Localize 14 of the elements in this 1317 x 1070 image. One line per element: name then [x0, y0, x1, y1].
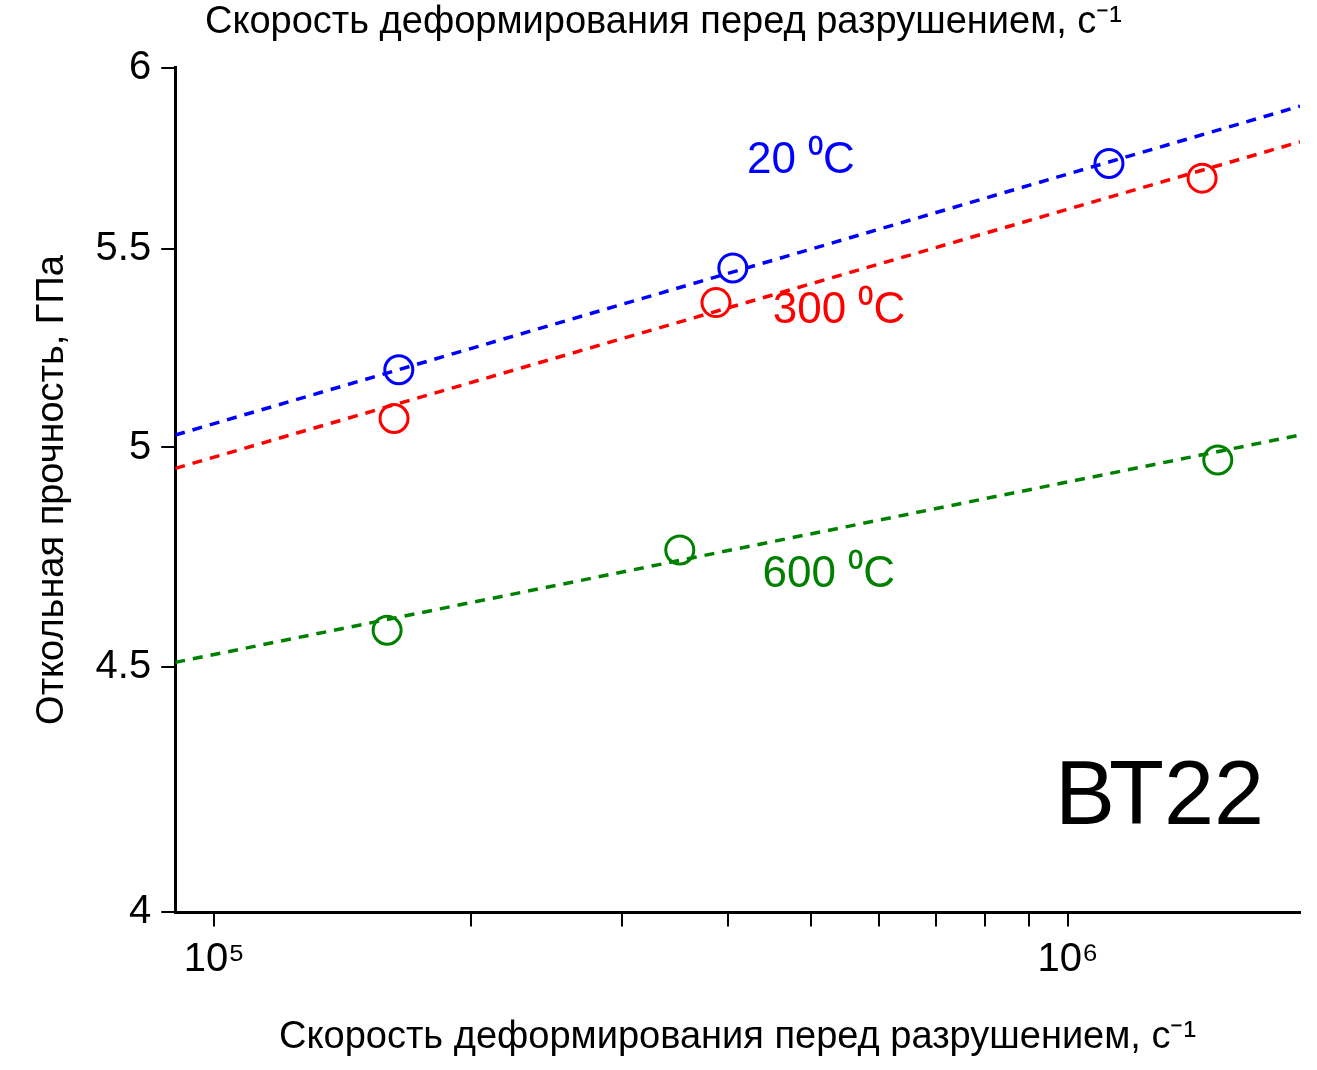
chart-title: Скорость деформирования перед разрушением, с⁻¹ [204, 0, 1123, 42]
y-tick-label: 5 [128, 422, 152, 467]
y-axis-title: Откольная прочность, ГПа [29, 254, 72, 725]
annotation: ВТ22 [1054, 743, 1264, 844]
y-tick-label: 4 [128, 887, 152, 932]
series-label: 20 ⁰C [746, 132, 855, 182]
y-tick-label: 6 [128, 42, 152, 87]
x-tick-label: 10⁵ [183, 935, 245, 980]
y-tick-label: 5.5 [95, 223, 152, 268]
y-tick-label: 4.5 [95, 642, 152, 687]
series-label: 600 ⁰C [762, 547, 895, 597]
x-axis-title: Скорость деформирования перед разрушением, с⁻¹ [279, 1013, 1197, 1056]
x-tick-label: 10⁶ [1037, 935, 1099, 980]
series-label: 300 ⁰C [772, 282, 906, 332]
